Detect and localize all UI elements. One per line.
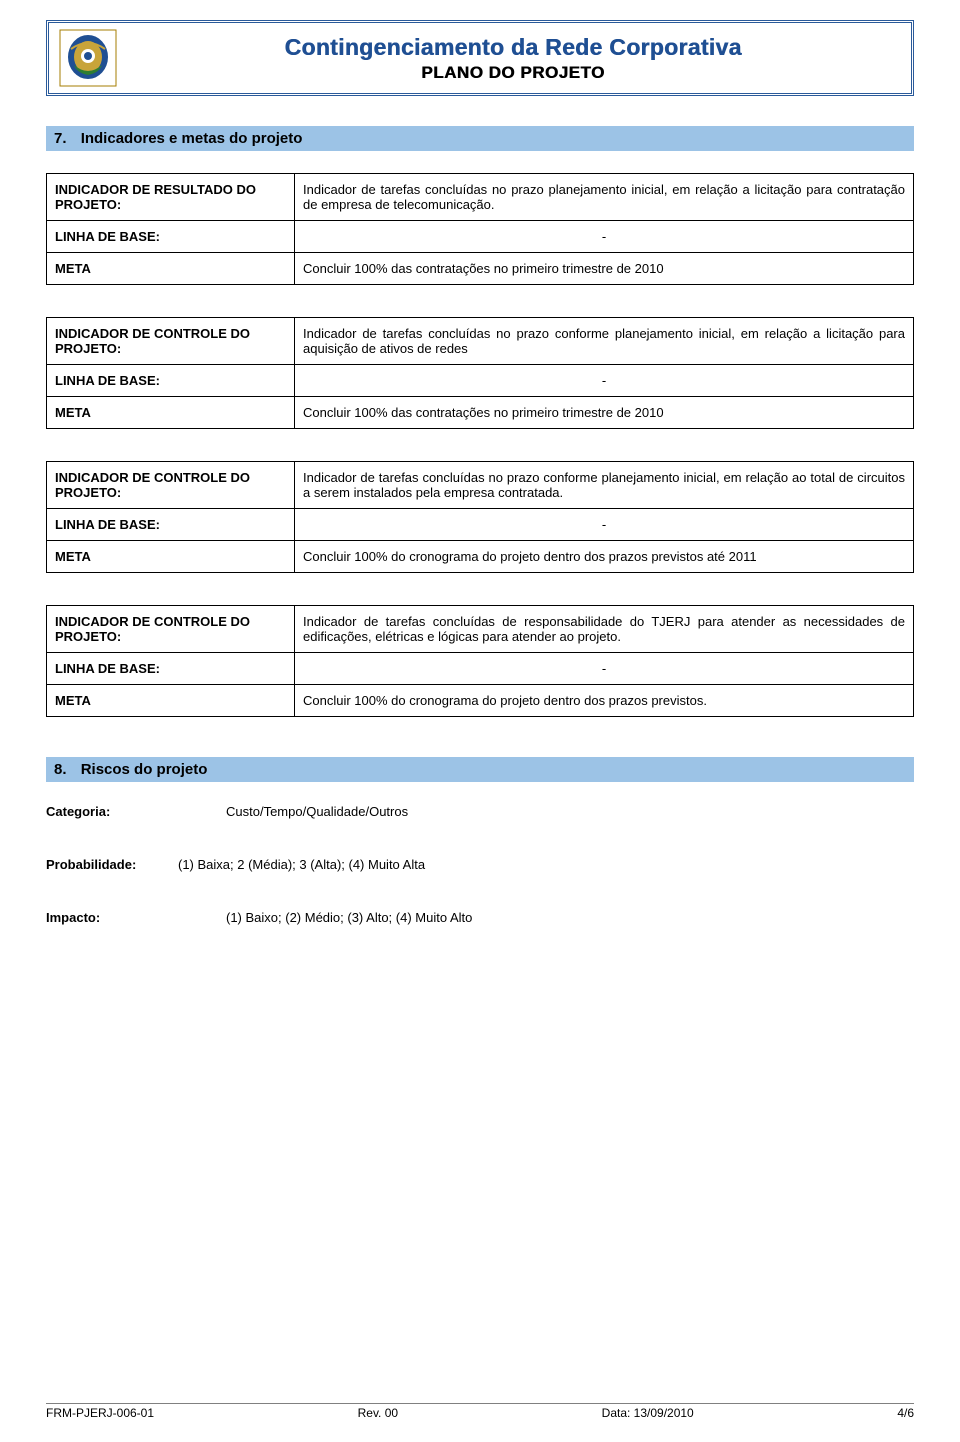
cell-value: Indicador de tarefas concluídas no prazo… [295, 318, 914, 365]
header-text: Contingenciamento da Rede Corporativa PL… [125, 34, 901, 83]
cell-value: Indicador de tarefas concluídas no prazo… [295, 174, 914, 221]
indicator-table-4: INDICADOR DE CONTROLE DO PROJETO: Indica… [46, 605, 914, 717]
risk-definitions: Categoria: Custo/Tempo/Qualidade/Outros … [46, 804, 914, 925]
cell-label: LINHA DE BASE: [47, 365, 295, 397]
cell-label: LINHA DE BASE: [47, 653, 295, 685]
probabilidade-value: (1) Baixa; 2 (Média); 3 (Alta); (4) Muit… [174, 857, 425, 872]
probabilidade-label: Probabilidade: [46, 857, 174, 872]
cell-value: - [295, 509, 914, 541]
categoria-label: Categoria: [46, 804, 196, 819]
section-number: 8. [54, 761, 67, 778]
cell-value: - [295, 221, 914, 253]
footer-form-id: FRM-PJERJ-006-01 [46, 1406, 154, 1420]
cell-label: META [47, 253, 295, 285]
cell-label: LINHA DE BASE: [47, 221, 295, 253]
section-8-heading: 8. Riscos do projeto [46, 757, 914, 782]
section-7-heading: 7. Indicadores e metas do projeto [46, 126, 914, 151]
cell-value: Concluir 100% do cronograma do projeto d… [295, 541, 914, 573]
cell-value: - [295, 365, 914, 397]
section-title: Riscos do projeto [81, 761, 208, 778]
categoria-value: Custo/Tempo/Qualidade/Outros [196, 804, 408, 819]
cell-label: META [47, 541, 295, 573]
cell-label: META [47, 685, 295, 717]
cell-label: META [47, 397, 295, 429]
impacto-value: (1) Baixo; (2) Médio; (3) Alto; (4) Muit… [196, 910, 472, 925]
cell-value: Indicador de tarefas concluídas de respo… [295, 606, 914, 653]
footer-date: Data: 13/09/2010 [602, 1406, 694, 1420]
impacto-label: Impacto: [46, 910, 196, 925]
indicator-table-1: INDICADOR DE RESULTADO DO PROJETO: Indic… [46, 173, 914, 285]
document-header: Contingenciamento da Rede Corporativa PL… [46, 20, 914, 96]
cell-label: INDICADOR DE RESULTADO DO PROJETO: [47, 174, 295, 221]
cell-label: INDICADOR DE CONTROLE DO PROJETO: [47, 462, 295, 509]
indicator-table-3: INDICADOR DE CONTROLE DO PROJETO: Indica… [46, 461, 914, 573]
cell-label: LINHA DE BASE: [47, 509, 295, 541]
header-title: Contingenciamento da Rede Corporativa [125, 34, 901, 61]
footer-revision: Rev. 00 [358, 1406, 398, 1420]
crest-icon [59, 29, 117, 87]
header-subtitle: PLANO DO PROJETO [125, 63, 901, 83]
cell-value: Concluir 100% do cronograma do projeto d… [295, 685, 914, 717]
cell-value: Concluir 100% das contratações no primei… [295, 253, 914, 285]
page-footer: FRM-PJERJ-006-01 Rev. 00 Data: 13/09/201… [46, 1403, 914, 1420]
cell-label: INDICADOR DE CONTROLE DO PROJETO: [47, 606, 295, 653]
cell-label: INDICADOR DE CONTROLE DO PROJETO: [47, 318, 295, 365]
cell-value: - [295, 653, 914, 685]
section-number: 7. [54, 130, 67, 147]
section-title: Indicadores e metas do projeto [81, 130, 303, 147]
indicator-table-2: INDICADOR DE CONTROLE DO PROJETO: Indica… [46, 317, 914, 429]
cell-value: Concluir 100% das contratações no primei… [295, 397, 914, 429]
footer-page-number: 4/6 [897, 1406, 914, 1420]
cell-value: Indicador de tarefas concluídas no prazo… [295, 462, 914, 509]
